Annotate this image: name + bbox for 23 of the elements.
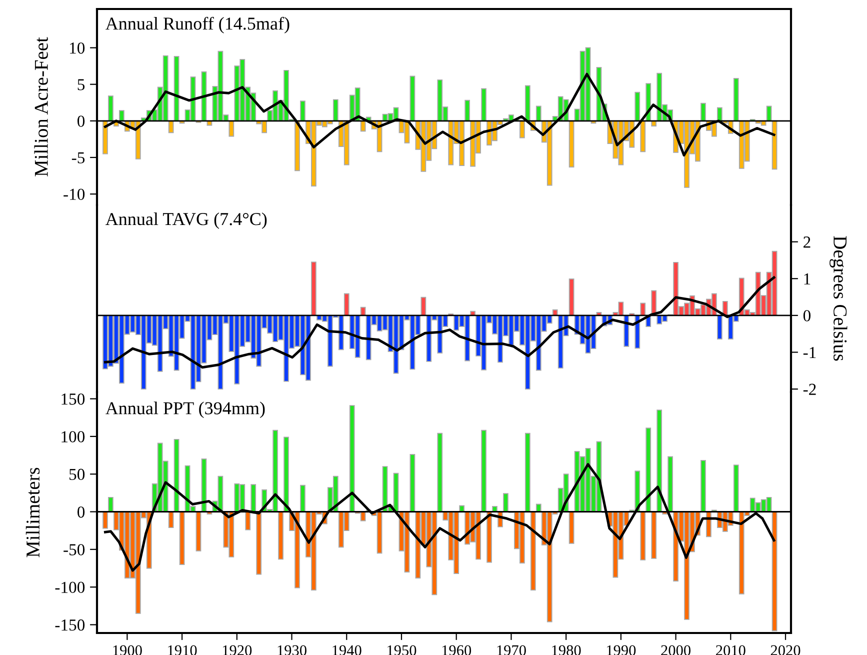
y-tick-label: 50	[69, 468, 85, 480]
y-tick-label: -150	[55, 619, 85, 631]
y2-tick-label: -1	[803, 347, 816, 358]
y-tick-label: 150	[62, 393, 85, 405]
chart-title: Annual PPT (394mm)	[106, 402, 265, 418]
y2-axis-title: Degrees Celsius	[830, 236, 848, 361]
chart-title: Annual TAVG (7.4°C)	[106, 212, 267, 229]
y-tick-label: -5	[72, 152, 85, 164]
y-axis-title: Million Acre-Feet	[34, 37, 48, 176]
y-axis-title: Millimeters	[26, 468, 40, 558]
y2-tick-label: 0	[803, 310, 811, 322]
y-tick-label: -50	[64, 544, 85, 556]
y2-tick-label: 1	[804, 273, 810, 284]
y-tick-label: 10	[70, 42, 85, 54]
y-tick-label: 0	[77, 506, 85, 518]
y-tick-label: 0	[77, 116, 85, 127]
y-tick-label: 100	[62, 431, 85, 442]
y-tick-label: -100	[55, 582, 85, 594]
chart-title: Annual Runoff (14.5maf)	[106, 16, 290, 34]
y-tick-label: -10	[64, 188, 85, 200]
y2-tick-label: -2	[803, 384, 816, 395]
y2-tick-label: 2	[804, 236, 810, 248]
y-tick-label: 5	[78, 79, 85, 90]
